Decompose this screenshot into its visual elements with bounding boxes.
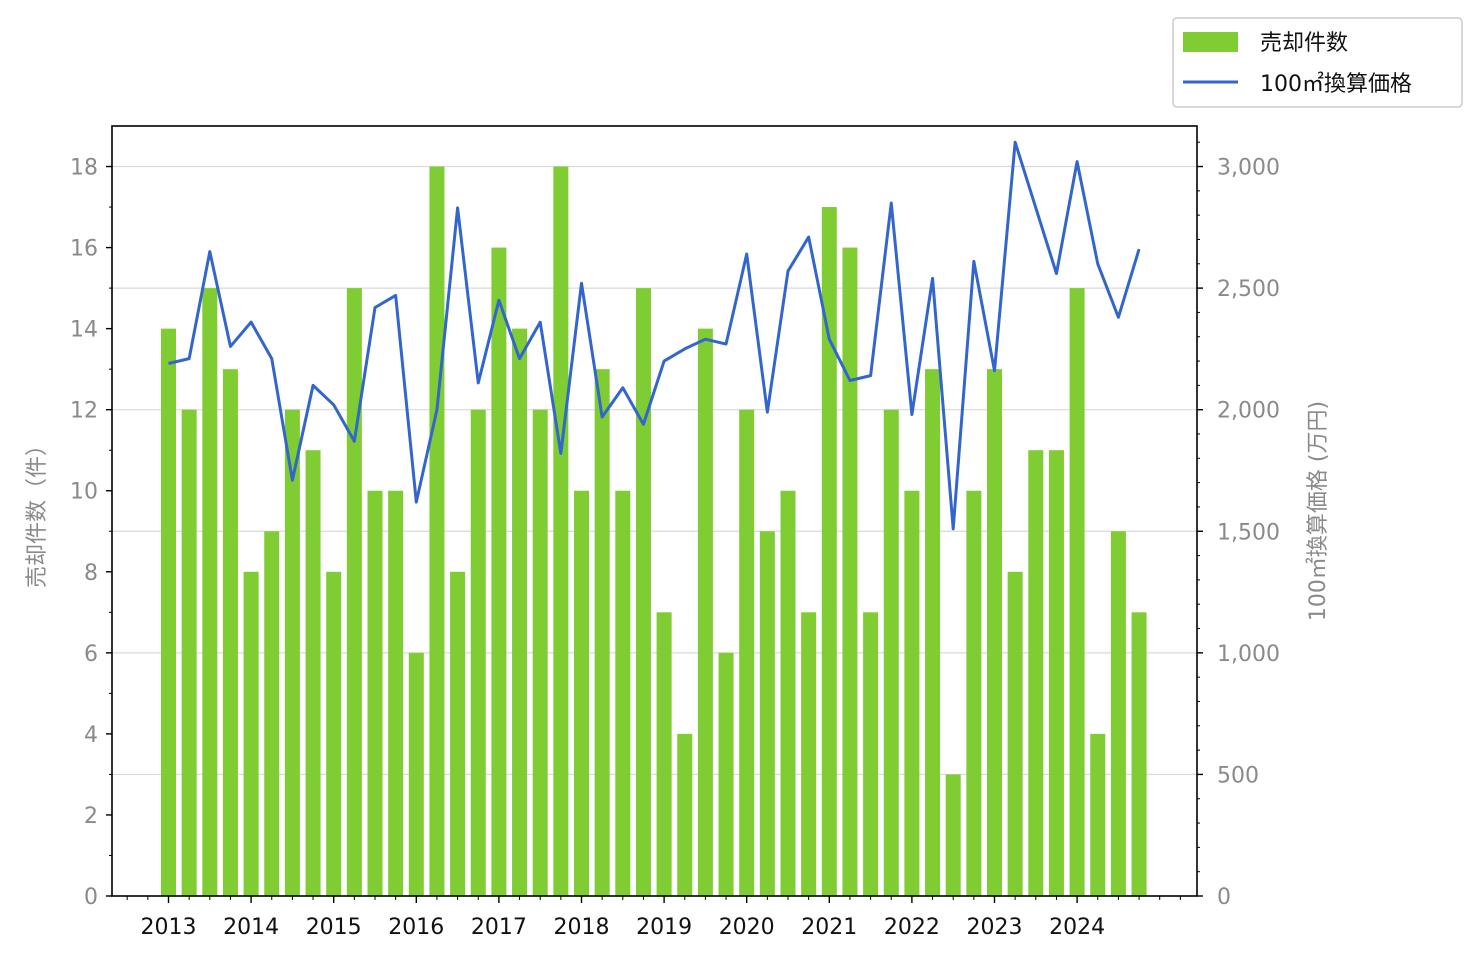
bar-sales-2024Q1	[1069, 288, 1085, 897]
x-tick-label: 2018	[554, 915, 610, 940]
bar-sales-2015Q2	[346, 288, 362, 897]
bar-sales-2016Q3	[450, 571, 466, 896]
x-tick-label: 2021	[801, 915, 857, 940]
right-tick-label: 3,000	[1217, 156, 1280, 181]
x-tick-label: 2022	[884, 915, 940, 940]
legend-label-price-per-100sqm: 100㎡換算価格	[1260, 71, 1412, 97]
bar-sales-2014Q3	[284, 409, 300, 896]
bar-sales-2013Q1	[161, 328, 176, 896]
line-series	[168, 140, 1141, 531]
legend-label-sales-count: 売却件数	[1260, 31, 1348, 56]
bar-sales-2022Q1	[904, 490, 920, 896]
left-tick-label: 4	[84, 723, 98, 748]
bar-sales-2016Q1	[408, 652, 424, 896]
bar-sales-2018Q4	[635, 288, 651, 897]
bar-sales-2022Q4	[966, 490, 982, 896]
x-tick-label: 2023	[967, 915, 1023, 940]
left-tick-label: 8	[84, 561, 98, 586]
x-tick-label: 2015	[306, 915, 362, 940]
bar-sales-2013Q4	[222, 369, 238, 896]
bar-sales-2024Q4	[1131, 612, 1147, 896]
left-tick-label: 16	[70, 237, 98, 262]
right-tick-label: 2,000	[1217, 399, 1280, 424]
bar-sales-2024Q3	[1110, 531, 1126, 896]
bar-sales-2020Q2	[759, 531, 775, 896]
bar-sales-2014Q4	[305, 450, 321, 896]
left-tick-label: 12	[70, 399, 98, 424]
bar-sales-2016Q4	[470, 409, 486, 896]
bar-sales-2023Q3	[1028, 450, 1044, 896]
line-price-per-100sqm	[168, 140, 1141, 531]
bar-sales-2018Q2	[594, 369, 610, 896]
left-tick-label: 2	[84, 804, 98, 829]
bar-sales-2017Q1	[491, 247, 507, 896]
x-tick-label: 2024	[1049, 915, 1105, 940]
plot-frame	[111, 125, 1198, 897]
x-tick-label: 2016	[388, 915, 444, 940]
bar-sales-2018Q1	[574, 490, 589, 896]
right-axis-label: 100㎡換算価格 (万円)	[1305, 401, 1331, 621]
bar-sales-2019Q4	[718, 652, 734, 896]
bar-sales-2020Q1	[739, 409, 755, 896]
bar-sales-2022Q2	[925, 369, 941, 896]
x-tick-label: 2013	[141, 915, 197, 940]
bar-sales-2021Q2	[842, 247, 858, 896]
bar-sales-2015Q1	[326, 571, 342, 896]
x-tick-label: 2020	[719, 915, 775, 940]
right-tick-label: 500	[1217, 763, 1259, 788]
x-tick-label: 2014	[223, 915, 279, 940]
bar-sales-2017Q3	[532, 409, 548, 896]
bar-sales-2023Q2	[1007, 571, 1023, 896]
right-tick-label: 2,500	[1217, 277, 1280, 302]
legend-box	[1172, 17, 1463, 108]
bar-sales-2017Q2	[512, 328, 528, 896]
bar-sales-2016Q2	[429, 166, 445, 897]
bar-sales-2014Q2	[264, 531, 280, 896]
left-tick-label: 10	[70, 480, 98, 505]
bar-sales-2019Q1	[656, 612, 672, 896]
left-axis-label: 売却件数（件）	[25, 434, 50, 588]
axis-ticks: 0 2 4 6 8 10 12 14 16 18 0 500 1,000 1,500 2,000 2,500 3…	[70, 141, 1280, 940]
bar-sales-2017Q4	[553, 166, 569, 897]
bar-sales-2014Q1	[243, 571, 259, 896]
bar-sales-2013Q3	[202, 288, 218, 897]
right-tick-label: 1,500	[1217, 520, 1280, 545]
bar-sales-2023Q4	[1048, 450, 1064, 896]
bar-sales-2015Q4	[388, 490, 404, 896]
x-tick-label: 2019	[636, 915, 692, 940]
bar-sales-2021Q4	[883, 409, 899, 896]
bar-sales-2022Q3	[945, 774, 961, 896]
left-tick-label: 6	[84, 642, 98, 667]
bar-sales-2018Q3	[615, 490, 631, 896]
right-tick-label: 1,000	[1217, 642, 1280, 667]
left-tick-label: 18	[70, 156, 98, 181]
x-tick-label: 2017	[471, 915, 527, 940]
legend-bar-swatch	[1183, 32, 1238, 52]
bar-sales-2020Q3	[780, 490, 796, 896]
bar-sales-2023Q1	[987, 369, 1002, 896]
bar-sales-2020Q4	[801, 612, 817, 896]
left-tick-label: 14	[70, 318, 98, 343]
bar-sales-2015Q3	[367, 490, 383, 896]
bar-sales-2013Q2	[181, 409, 197, 896]
bar-sales-2024Q2	[1090, 733, 1106, 896]
bar-sales-2021Q1	[821, 207, 837, 897]
bar-sales-2019Q3	[697, 328, 713, 896]
legend: 売却件数 100㎡換算価格	[1172, 17, 1463, 108]
bar-sales-2019Q2	[677, 733, 693, 896]
left-tick-label: 0	[84, 885, 98, 910]
bar-series	[161, 166, 1147, 897]
right-tick-label: 0	[1217, 885, 1231, 910]
bar-sales-2021Q3	[863, 612, 879, 896]
